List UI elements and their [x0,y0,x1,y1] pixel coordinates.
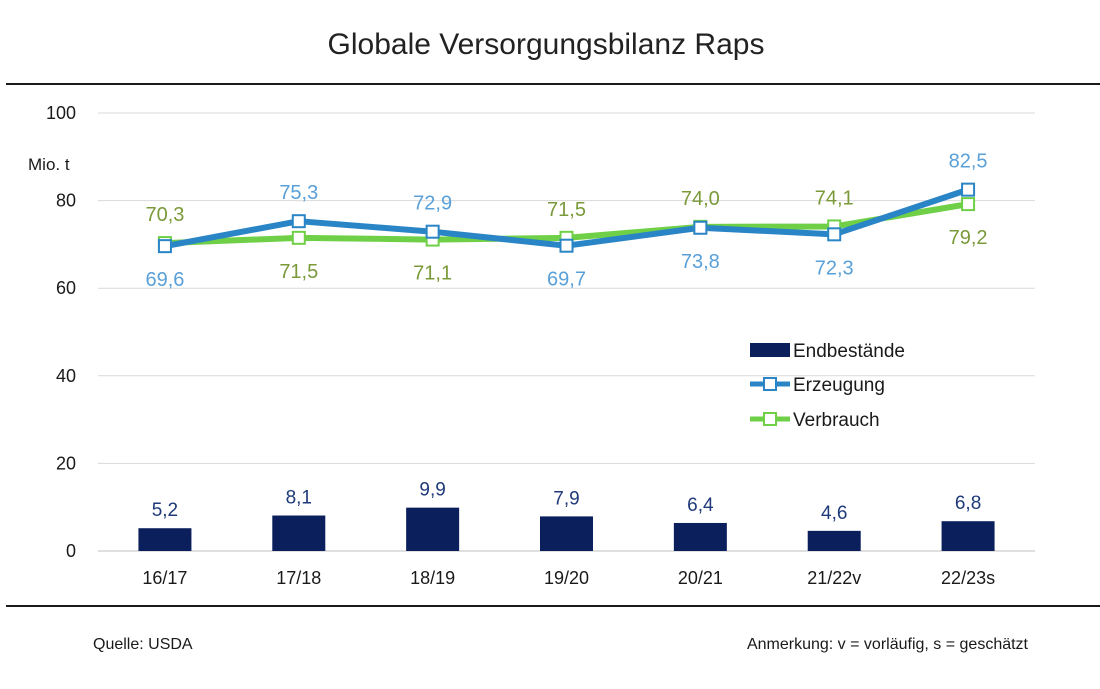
erzeugung-marker [693,220,708,235]
erzeugung-value-label: 73,8 [681,251,720,273]
y-tick-label: 40 [56,366,76,386]
erzeugung-value-label: 72,3 [815,257,854,279]
erzeugung-value-label: 82,5 [949,151,988,173]
bar-endbestaende [941,521,995,551]
verbrauch-value-label: 70,3 [145,204,184,226]
endbestaende-bars [138,507,995,551]
verbrauch-value-label: 74,0 [681,188,720,210]
line-series: 69,6 70,3 75,3 71,5 72,9 71,1 69,7 71,5 73,8 74,0… [145,151,987,292]
erzeugung-value-label: 72,9 [413,193,452,215]
verbrauch-value-label: 74,1 [815,187,854,209]
verbrauch-marker [291,230,306,245]
legend: Endbestände Erzeugung Verbrauch [750,341,905,431]
erzeugung-marker [425,224,440,239]
y-axis-label: Mio. t [28,155,70,174]
erzeugung-marker [559,238,574,253]
bar-endbestaende [406,507,460,551]
bar-endbestaende [540,516,593,551]
y-axis-ticks: 0 20 40 60 80 100 [46,103,76,561]
verbrauch-value-label: 71,1 [413,263,452,285]
legend-marker-verbrauch [763,412,777,426]
x-tick-label: 22/23s [941,568,995,588]
erzeugung-marker [291,214,306,229]
gridlines [98,112,1035,552]
y-tick-label: 100 [46,103,76,123]
x-axis-ticks: 16/17 17/18 18/19 19/20 20/21 21/22v 22/23s [142,568,995,588]
bar-value-label: 6,4 [687,495,714,516]
verbrauch-marker [961,197,976,212]
verbrauch-value-label: 71,5 [547,199,586,221]
x-tick-label: 21/22v [807,568,861,588]
annotation-note: Anmerkung: v = vorläufig, s = geschätzt [746,636,1028,653]
bar-endbestaende [807,530,861,551]
verbrauch-value-label: 79,2 [949,227,988,249]
bar-value-label: 6,8 [955,493,981,514]
y-tick-label: 80 [56,191,76,211]
y-tick-label: 20 [56,453,76,473]
erzeugung-value-label: 75,3 [279,182,318,204]
legend-label: Erzeugung [793,375,885,396]
legend-label: Verbrauch [793,410,880,431]
source-note: Quelle: USDA [93,636,193,653]
bar-value-label: 9,9 [419,480,445,501]
legend-label: Endbestände [793,341,905,362]
top-divider [6,83,1100,85]
bar-value-label: 7,9 [553,488,579,509]
y-tick-label: 60 [56,278,76,298]
bar-value-label: 4,6 [821,503,847,524]
chart-title: Globale Versorgungsbilanz Raps [327,28,765,61]
y-tick-label: 0 [66,541,76,561]
erzeugung-value-label: 69,6 [145,269,184,291]
bar-value-label: 8,1 [286,488,312,509]
x-tick-label: 17/18 [276,568,321,588]
verbrauch-value-label: 71,5 [279,261,318,283]
x-tick-label: 19/20 [544,568,589,588]
erzeugung-value-label: 69,7 [547,269,586,291]
bar-endbestaende [272,515,326,551]
legend-marker-erzeugung [763,377,777,391]
erzeugung-marker [157,239,172,254]
bar-endbestaende [673,522,727,551]
erzeugung-marker [827,227,842,242]
bar-value-label: 5,2 [152,500,178,521]
x-tick-label: 16/17 [142,568,187,588]
bar-endbestaende [138,528,192,551]
endbestaende-bar-labels: 5,2 8,1 9,9 7,9 6,4 4,6 6,8 [152,480,982,524]
bottom-divider [6,605,1100,607]
x-tick-label: 20/21 [678,568,723,588]
erzeugung-marker [961,182,976,197]
x-tick-label: 18/19 [410,568,455,588]
legend-swatch-endbestaende [750,343,790,357]
